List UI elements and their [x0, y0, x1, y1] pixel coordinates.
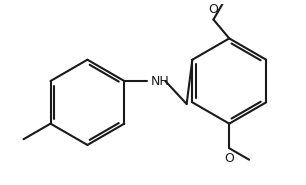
Text: NH: NH — [151, 75, 169, 88]
Text: O: O — [224, 152, 234, 164]
Text: O: O — [208, 3, 218, 16]
